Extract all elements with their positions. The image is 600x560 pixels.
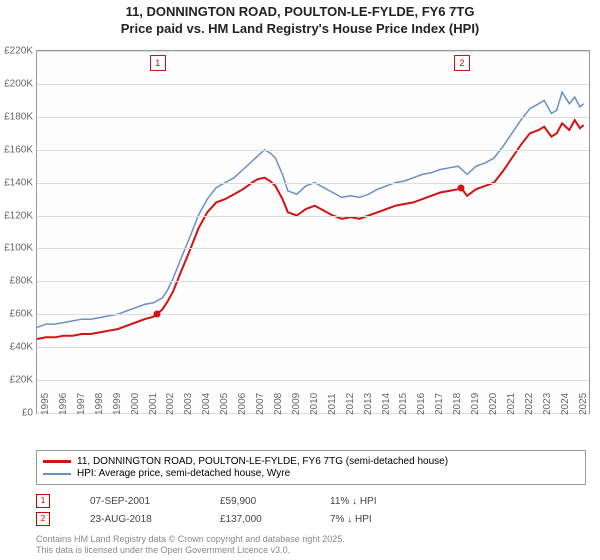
x-axis-label: 1996 [58, 393, 69, 415]
x-axis-label: 2006 [237, 393, 248, 415]
x-axis-label: 2000 [130, 393, 141, 415]
x-axis-label: 2018 [452, 393, 463, 415]
x-axis-label: 2002 [165, 393, 176, 415]
footnote-line2: This data is licensed under the Open Gov… [36, 545, 290, 555]
sale-price-2: £137,000 [220, 514, 290, 525]
x-axis-label: 2010 [309, 393, 320, 415]
y-axis-label: £100K [0, 243, 33, 254]
legend: 11, DONNINGTON ROAD, POULTON-LE-FYLDE, F… [36, 450, 586, 485]
title-line1: 11, DONNINGTON ROAD, POULTON-LE-FYLDE, F… [126, 4, 475, 19]
sale-marker-2: 2 [36, 512, 50, 526]
x-axis-label: 2020 [488, 393, 499, 415]
x-axis-label: 2005 [219, 393, 230, 415]
y-gridline [37, 84, 589, 85]
x-axis-label: 2017 [434, 393, 445, 415]
y-axis-label: £120K [0, 210, 33, 221]
y-axis-label: £220K [0, 46, 33, 57]
x-axis-label: 2021 [506, 393, 517, 415]
chart-title: 11, DONNINGTON ROAD, POULTON-LE-FYLDE, F… [0, 0, 600, 38]
legend-label-1: 11, DONNINGTON ROAD, POULTON-LE-FYLDE, F… [77, 456, 448, 467]
footnote: Contains HM Land Registry data © Crown c… [36, 534, 345, 556]
y-axis-label: £60K [0, 309, 33, 320]
footnote-line1: Contains HM Land Registry data © Crown c… [36, 534, 345, 544]
x-axis-label: 2015 [398, 393, 409, 415]
y-gridline [37, 117, 589, 118]
x-axis-label: 2007 [255, 393, 266, 415]
y-gridline [37, 183, 589, 184]
x-axis-label: 1997 [76, 393, 87, 415]
legend-swatch-2 [43, 473, 71, 475]
y-axis-label: £200K [0, 78, 33, 89]
y-axis-label: £80K [0, 276, 33, 287]
y-axis-label: £160K [0, 144, 33, 155]
chart-plot-area: £0£20K£40K£60K£80K£100K£120K£140K£160K£1… [36, 50, 590, 414]
y-gridline [37, 248, 589, 249]
x-axis-label: 1995 [40, 393, 51, 415]
x-axis-label: 2024 [560, 393, 571, 415]
sale-delta-1: 11% ↓ HPI [330, 496, 377, 507]
sale-marker-box: 2 [454, 55, 470, 71]
y-axis-label: £180K [0, 111, 33, 122]
sale-marker-box: 1 [150, 55, 166, 71]
sale-date-2: 23-AUG-2018 [90, 514, 180, 525]
x-axis-label: 2008 [273, 393, 284, 415]
y-axis-label: £0 [0, 408, 33, 419]
sale-dot [153, 311, 160, 318]
x-axis-label: 2025 [578, 393, 589, 415]
sale-row-1: 1 07-SEP-2001 £59,900 11% ↓ HPI [36, 494, 586, 508]
y-axis-label: £20K [0, 375, 33, 386]
chart-svg [37, 51, 589, 413]
x-axis-label: 2011 [327, 393, 338, 415]
series-line-price_paid [37, 120, 584, 339]
x-axis-label: 1999 [112, 393, 123, 415]
y-gridline [37, 51, 589, 52]
title-line2: Price paid vs. HM Land Registry's House … [121, 21, 480, 36]
x-axis-label: 2012 [345, 393, 356, 415]
y-gridline [37, 150, 589, 151]
sale-marker-1: 1 [36, 494, 50, 508]
sale-price-1: £59,900 [220, 496, 290, 507]
x-axis-label: 2004 [201, 393, 212, 415]
x-axis-label: 2001 [148, 393, 159, 415]
x-axis-label: 1998 [94, 393, 105, 415]
legend-swatch-1 [43, 460, 71, 463]
x-axis-label: 2003 [183, 393, 194, 415]
y-gridline [37, 380, 589, 381]
x-axis-label: 2013 [363, 393, 374, 415]
sale-delta-2: 7% ↓ HPI [330, 514, 372, 525]
sale-dot [457, 184, 464, 191]
y-gridline [37, 347, 589, 348]
series-line-hpi [37, 92, 584, 327]
x-axis-label: 2019 [470, 393, 481, 415]
legend-row-2: HPI: Average price, semi-detached house,… [43, 468, 579, 479]
x-axis-label: 2014 [381, 393, 392, 415]
x-axis-label: 2016 [416, 393, 427, 415]
legend-row-1: 11, DONNINGTON ROAD, POULTON-LE-FYLDE, F… [43, 456, 579, 467]
y-axis-label: £140K [0, 177, 33, 188]
x-axis-label: 2023 [542, 393, 553, 415]
sale-row-2: 2 23-AUG-2018 £137,000 7% ↓ HPI [36, 512, 586, 526]
y-gridline [37, 281, 589, 282]
y-axis-label: £40K [0, 342, 33, 353]
y-gridline [37, 216, 589, 217]
sale-date-1: 07-SEP-2001 [90, 496, 180, 507]
legend-label-2: HPI: Average price, semi-detached house,… [77, 468, 290, 479]
x-axis-label: 2009 [291, 393, 302, 415]
x-axis-label: 2022 [524, 393, 535, 415]
y-gridline [37, 314, 589, 315]
